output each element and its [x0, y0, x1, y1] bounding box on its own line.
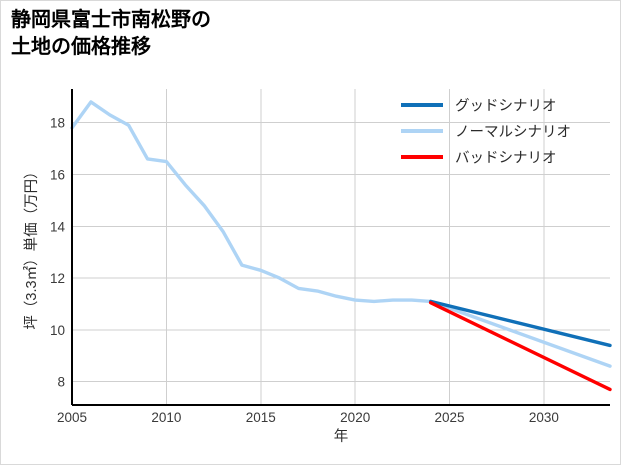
- series-line-1: [70, 100, 612, 368]
- series-line-2: [428, 300, 612, 392]
- x-tick-label: 2020: [340, 410, 370, 425]
- x-tick-label: 2025: [434, 410, 464, 425]
- y-tick-label: 18: [50, 116, 65, 131]
- legend-label-1: ノーマルシナリオ: [455, 125, 571, 141]
- legend-label-0: グッドシナリオ: [455, 98, 557, 115]
- y-tick-label: 14: [50, 219, 66, 234]
- legend-label-2: バッドシナリオ: [455, 151, 557, 167]
- x-tick-label: 2010: [151, 410, 181, 425]
- y-axis-title: 坪（3.3㎡）単価（万円）: [23, 164, 40, 329]
- x-tick-label: 2005: [57, 410, 87, 425]
- series-lines: [70, 100, 612, 392]
- y-tick-label: 8: [57, 375, 65, 390]
- y-tick-label: 12: [50, 271, 65, 286]
- y-tick-label: 16: [50, 168, 65, 183]
- y-tick-labels: 8 10 12 14 16 18: [50, 116, 66, 390]
- x-tick-label: 2015: [246, 410, 276, 425]
- y-tick-label: 10: [50, 323, 65, 338]
- series-line-0: [428, 299, 612, 348]
- y-gridlines: [72, 122, 610, 383]
- axis-spines: [71, 89, 610, 406]
- x-axis-title: 年: [334, 428, 349, 445]
- page-title: 静岡県富士市南松野の 土地の価格推移: [11, 9, 211, 58]
- x-tick-labels: 2005 2010 2015 2020 2025 2030: [57, 410, 559, 425]
- x-tick-label: 2030: [529, 410, 559, 425]
